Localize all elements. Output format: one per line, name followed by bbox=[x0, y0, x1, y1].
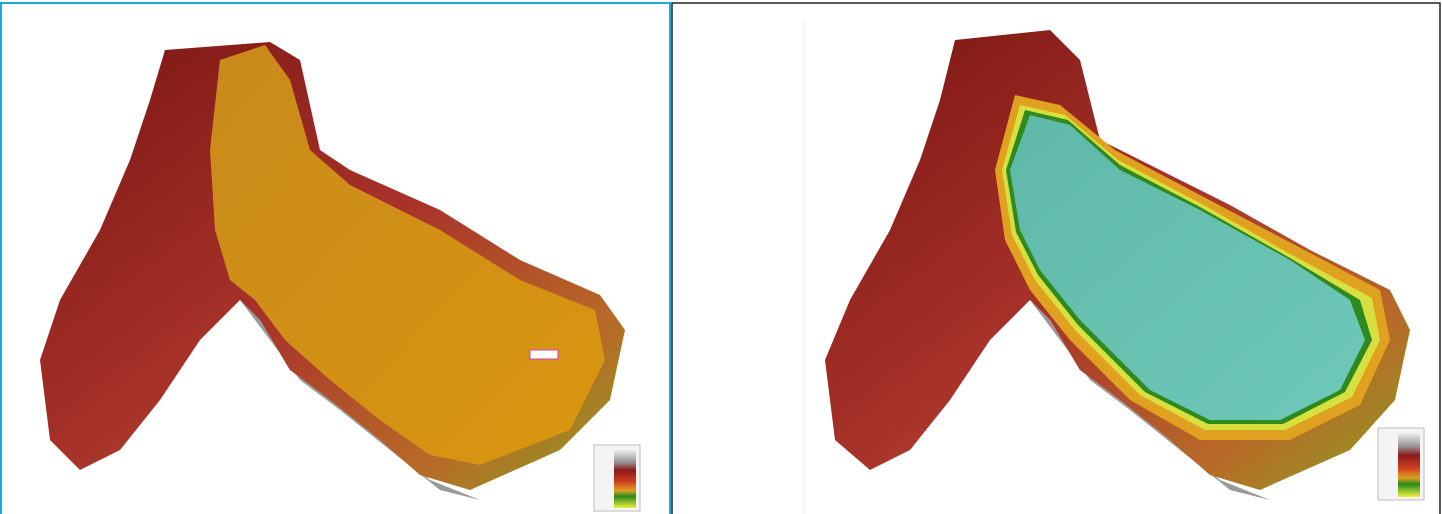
screenshot bbox=[0, 0, 1442, 514]
